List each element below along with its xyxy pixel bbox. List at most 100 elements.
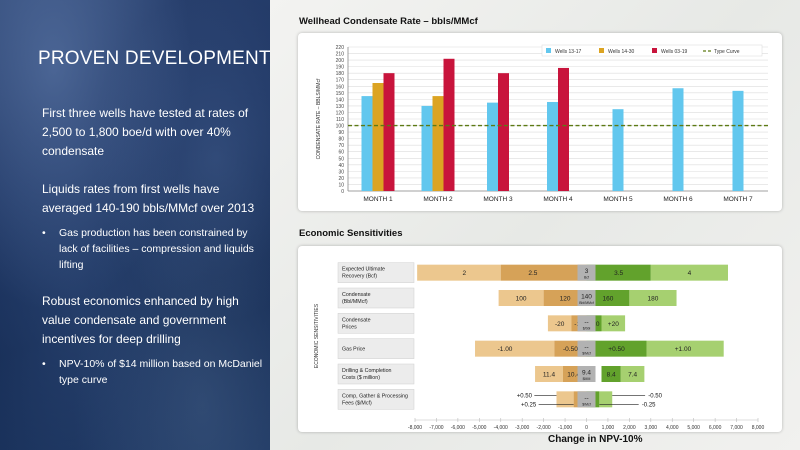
legend-label: Wells 13-17 <box>555 49 582 55</box>
x-tick-label: -5,000 <box>472 425 486 431</box>
base-case-unit: Bbl/MMcf <box>579 301 594 305</box>
y-tick-label: 60 <box>338 150 344 156</box>
sub-bullet: NPV-10% of $14 million based on McDaniel… <box>42 356 264 388</box>
sensitivity-x-label: Change in NPV-10% <box>548 434 643 445</box>
base-case-value: 9.4 <box>582 370 591 377</box>
x-tick-label: MONTH 5 <box>603 196 633 203</box>
y-tick-label: 200 <box>336 58 345 64</box>
sensitivity-bar <box>599 391 613 408</box>
row-label: Recovery (Bcf) <box>342 274 377 280</box>
bar-wells-13-17 <box>612 109 624 191</box>
y-tick-label: 140 <box>336 97 345 103</box>
y-tick-label: 170 <box>336 78 345 84</box>
y-tick-label: 50 <box>338 156 344 162</box>
row-label-box <box>337 363 415 385</box>
bullet-list: First three wells have tested at rates o… <box>42 104 264 407</box>
row-label-box <box>337 313 415 334</box>
x-tick-label: -2,000 <box>537 425 551 431</box>
bar-wells-13-17 <box>361 96 373 191</box>
sensitivity-chart-title: Economic Sensitivities <box>299 228 403 239</box>
x-tick-label: -7,000 <box>429 425 443 431</box>
x-tick-label: -6,000 <box>451 425 465 431</box>
x-tick-label: -8,000 <box>408 425 422 431</box>
x-tick-label: 7,000 <box>730 425 743 431</box>
sensitivity-bar <box>500 264 587 281</box>
y-axis-label: CONDENSATE RATE – BBLS/MMcf <box>316 78 322 159</box>
y-tick-label: 220 <box>336 45 345 51</box>
sensitivity-bar <box>498 290 544 306</box>
condensate-chart-card: 0 10 20 30 40 50 60 70 80 90 100 110 120 130 140 150 160… <box>298 33 782 211</box>
x-tick-label: -4,000 <box>494 425 508 431</box>
sensitivity-bar <box>586 340 647 357</box>
y-tick-label: 210 <box>336 52 345 58</box>
bar-wells-13-17 <box>732 90 744 191</box>
y-tick-label: 110 <box>336 117 344 123</box>
base-case-box <box>577 315 596 332</box>
sensitivity-chart-card: ECONOMIC SENSITIVITIES Expected Ultimate R… <box>298 246 782 432</box>
bar-wells-13-17 <box>421 105 433 191</box>
bar-value-label: +0.50 <box>608 346 625 353</box>
x-tick-label: MONTH 3 <box>483 196 513 203</box>
sensitivity-bar <box>601 315 626 332</box>
x-tick-label: -3,000 <box>515 425 529 431</box>
y-tick-label: 30 <box>338 169 344 175</box>
legend-swatch <box>599 48 604 53</box>
row-label: Condensate <box>342 292 371 298</box>
y-tick-label: 0 <box>341 189 344 195</box>
bar-wells-13-17 <box>487 102 498 191</box>
bar-value-label: 10.4 <box>567 372 580 379</box>
sensitivity-bar <box>586 290 630 306</box>
sensitivity-bar <box>586 264 651 281</box>
bar-value-label: 100 <box>516 296 527 303</box>
sensitivity-bar <box>417 264 501 281</box>
legend-swatch <box>652 48 657 53</box>
bar-value-label: 160 <box>603 296 614 303</box>
base-case-box <box>577 391 596 408</box>
bar-value-label: -20 <box>555 321 565 328</box>
bar-wells-14-30 <box>432 96 444 191</box>
row-label: (Bbl/MMcf) <box>342 299 368 305</box>
main-bullet: Liquids rates from first wells have aver… <box>42 182 255 215</box>
x-tick-label: 6,000 <box>709 425 722 431</box>
base-case-value: 140 <box>581 294 592 301</box>
sensitivity-bar <box>650 264 728 281</box>
bar-wells-03-19 <box>443 58 455 192</box>
row-label: Comp, Gather & Processing <box>342 393 408 399</box>
y-tick-label: 10 <box>338 182 344 188</box>
bar-wells-13-17 <box>547 101 558 191</box>
bar-value-label: 11.4 <box>543 372 556 379</box>
legend-label: Wells 03-19 <box>661 49 688 55</box>
bar-value-label: 3.5 <box>614 270 623 277</box>
row-label: Drilling & Completion <box>342 368 392 374</box>
callout-label: +0.50 <box>517 393 533 399</box>
sensitivity-bar <box>547 315 572 332</box>
bar-wells-03-19 <box>558 67 569 191</box>
sensitivity-bar <box>629 290 677 306</box>
bar-value-label: +20 <box>608 321 619 328</box>
bar-value-label: 8.4 <box>607 372 616 379</box>
y-tick-label: 130 <box>336 104 345 110</box>
bar-value-label: 4 <box>688 270 692 277</box>
sensitivity-bar <box>601 366 621 382</box>
row-label-box <box>337 338 415 359</box>
bar-value-label: 2 <box>462 270 466 277</box>
left-panel: PROVEN DEVELOPMENT AREA First three well… <box>0 0 327 450</box>
y-tick-label: 80 <box>338 137 344 143</box>
bar-wells-14-30 <box>372 83 384 191</box>
y-tick-label: 120 <box>336 110 345 116</box>
bar-value-label: 2.5 <box>528 270 537 277</box>
sub-bullet: Gas production has been constrained by l… <box>42 225 264 273</box>
base-case-box <box>577 264 596 281</box>
x-tick-label: 4,000 <box>666 425 679 431</box>
main-bullet: Robust economics enhanced by high value … <box>42 294 239 346</box>
page-title: PROVEN DEVELOPMENT AREA <box>38 48 328 69</box>
x-tick-label: 1,000 <box>602 425 615 431</box>
x-tick-label: MONTH 2 <box>423 196 453 203</box>
x-tick-label: 3,000 <box>645 425 658 431</box>
base-case-value: 3 <box>585 268 589 275</box>
x-tick-label: 5,000 <box>687 425 700 431</box>
y-tick-label: 190 <box>336 65 345 71</box>
bar-wells-03-19 <box>498 73 509 191</box>
base-case-value: -- <box>584 395 588 402</box>
x-tick-label: MONTH 7 <box>723 196 753 203</box>
